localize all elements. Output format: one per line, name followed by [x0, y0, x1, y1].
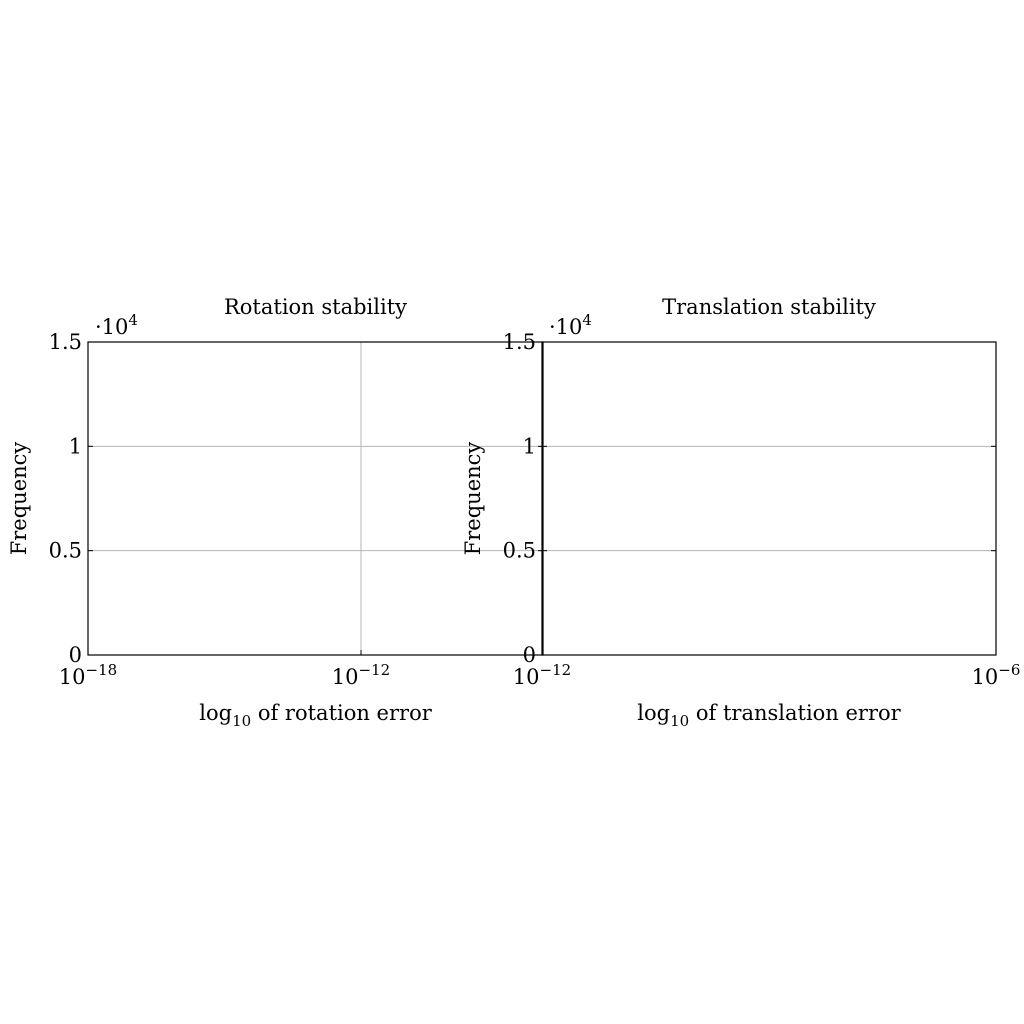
x-tick-label: 10−12: [513, 661, 571, 689]
x-axis-label: log10 of rotation error: [199, 701, 432, 730]
y-tick-label: 0: [523, 643, 536, 667]
y-axis-label: Frequency: [7, 442, 31, 556]
chart-1: 0 0.5 1 1.5 10−18 10−12 ·104 Rotation stability…: [7, 295, 544, 730]
y-axis-label: Frequency: [461, 442, 485, 556]
x-axis-label: log10 of translation error: [637, 701, 901, 730]
y-tick-label: 0.5: [503, 539, 536, 563]
y-tick-label: 0.5: [49, 539, 82, 563]
y-tick-label: 0: [69, 643, 82, 667]
plot-frame: [541, 341, 997, 656]
y-multiplier-label: ·104: [95, 311, 138, 339]
y-tick-label: 1.5: [503, 330, 536, 354]
x-tick-label: 10−12: [332, 661, 390, 689]
y-tick-label: 1: [523, 434, 536, 458]
x-tick-label: 10−18: [59, 661, 117, 689]
y-tick-label: 1.5: [49, 330, 82, 354]
chart-title: Rotation stability: [224, 295, 407, 319]
y-tick-label: 1: [69, 434, 82, 458]
chart-2: 0 0.5 1 1.5 10−12 10−6 ·104 Translation stabili…: [461, 295, 1020, 730]
chart-title: Translation stability: [662, 295, 876, 319]
y-multiplier-label: ·104: [549, 311, 592, 339]
plot-frame: [87, 341, 544, 656]
x-tick-label: 10−6: [972, 661, 1021, 689]
